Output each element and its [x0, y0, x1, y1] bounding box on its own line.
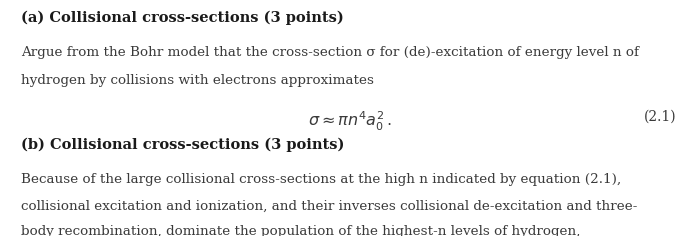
- Text: collisional excitation and ionization, and their inverses collisional de-excitat: collisional excitation and ionization, a…: [21, 199, 638, 212]
- Text: Argue from the Bohr model that the cross-section σ for (de)-excitation of energy: Argue from the Bohr model that the cross…: [21, 46, 639, 59]
- Text: (a) Collisional cross-sections (3 points): (a) Collisional cross-sections (3 points…: [21, 11, 344, 25]
- Text: hydrogen by collisions with electrons approximates: hydrogen by collisions with electrons ap…: [21, 74, 374, 87]
- Text: (b) Collisional cross-sections (3 points): (b) Collisional cross-sections (3 points…: [21, 138, 344, 152]
- Text: Because of the large collisional cross-sections at the high n indicated by equat: Because of the large collisional cross-s…: [21, 173, 622, 186]
- Text: $\sigma \approx \pi n^4 a_0^2\,.$: $\sigma \approx \pi n^4 a_0^2\,.$: [308, 110, 392, 133]
- Text: body recombination, dominate the population of the highest-n levels of hydrogen,: body recombination, dominate the populat…: [21, 225, 580, 236]
- Text: (2.1): (2.1): [643, 110, 676, 124]
